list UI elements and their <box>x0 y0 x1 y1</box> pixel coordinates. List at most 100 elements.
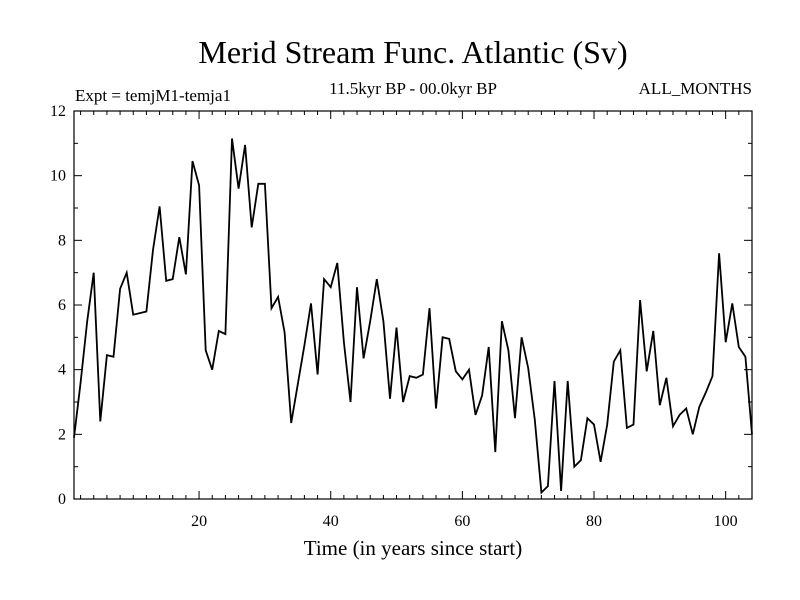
data-point <box>277 296 279 298</box>
data-point <box>317 374 319 376</box>
data-point <box>672 425 674 427</box>
data-point <box>705 391 707 393</box>
data-point <box>514 417 516 419</box>
data-point <box>527 367 529 369</box>
data-point <box>540 492 542 494</box>
y-tick-label: 10 <box>50 168 66 185</box>
data-point <box>751 433 753 435</box>
subtitle-months: ALL_MONTHS <box>639 79 752 98</box>
data-point <box>99 420 101 422</box>
y-axis: 0 2 4 6 8 10 12 <box>50 103 752 508</box>
data-point <box>251 226 253 228</box>
x-tick-label: 20 <box>191 513 207 530</box>
data-point <box>698 406 700 408</box>
data-point <box>356 286 358 288</box>
subtitle-period: 11.5kyr BP - 00.0kyr BP <box>329 79 497 98</box>
data-point <box>659 404 661 406</box>
data-point <box>435 408 437 410</box>
data-point <box>725 341 727 343</box>
series-group <box>73 138 753 495</box>
data-point <box>244 144 246 146</box>
data-point <box>192 160 194 162</box>
data-point <box>692 433 694 435</box>
data-point <box>619 349 621 351</box>
chart-title: Merid Stream Func. Atlantic (Sv) <box>198 34 627 70</box>
data-point <box>613 361 615 363</box>
data-point <box>679 414 681 416</box>
data-point <box>211 369 213 371</box>
data-point <box>336 262 338 264</box>
data-point <box>409 375 411 377</box>
data-point <box>593 424 595 426</box>
y-tick-label: 8 <box>58 232 66 249</box>
y-tick-label: 12 <box>50 103 66 120</box>
data-point <box>488 346 490 348</box>
data-point <box>231 138 233 140</box>
x-tick-label: 80 <box>586 513 602 530</box>
data-point <box>422 374 424 376</box>
data-point <box>494 451 496 453</box>
data-point <box>218 330 220 332</box>
y-tick-label: 4 <box>58 362 66 379</box>
data-point <box>507 349 509 351</box>
data-point <box>369 320 371 322</box>
data-point <box>744 356 746 358</box>
data-point <box>376 278 378 280</box>
y-tick-label: 2 <box>58 426 66 443</box>
data-point <box>731 302 733 304</box>
data-point <box>284 332 286 334</box>
data-point <box>389 398 391 400</box>
data-point <box>185 273 187 275</box>
data-point <box>172 278 174 280</box>
data-point <box>343 341 345 343</box>
data-point <box>159 205 161 207</box>
data-point <box>382 320 384 322</box>
data-point <box>119 288 121 290</box>
data-point <box>606 424 608 426</box>
data-point <box>290 422 292 424</box>
data-point <box>139 312 141 314</box>
data-point <box>198 184 200 186</box>
data-point <box>165 280 167 282</box>
data-point <box>363 357 365 359</box>
data-point <box>573 466 575 468</box>
data-point <box>429 307 431 309</box>
data-point <box>271 307 273 309</box>
data-point <box>93 272 95 274</box>
data-point <box>626 427 628 429</box>
data-point <box>132 314 134 316</box>
data-point <box>350 401 352 403</box>
data-point <box>475 414 477 416</box>
data-point <box>323 278 325 280</box>
data-point <box>685 408 687 410</box>
data-point <box>547 485 549 487</box>
data-point <box>257 183 259 185</box>
data-point <box>415 377 417 379</box>
x-axis-label: Time (in years since start) <box>304 536 523 560</box>
data-point <box>402 401 404 403</box>
data-point <box>126 272 128 274</box>
x-axis: 20 40 60 80 100 <box>80 111 753 530</box>
data-point <box>113 356 115 358</box>
subtitle-expt: Expt = temjM1-temja1 <box>75 86 231 105</box>
data-point <box>152 249 154 251</box>
data-point <box>534 419 536 421</box>
data-point <box>461 378 463 380</box>
data-point <box>106 354 108 356</box>
data-point <box>600 461 602 463</box>
data-point <box>580 459 582 461</box>
data-point <box>481 395 483 397</box>
data-point <box>586 417 588 419</box>
data-point <box>718 252 720 254</box>
data-point <box>297 383 299 385</box>
data-point <box>86 320 88 322</box>
data-point <box>501 320 503 322</box>
data-point <box>468 369 470 371</box>
data-point <box>554 380 556 382</box>
data-point <box>264 183 266 185</box>
data-point <box>521 336 523 338</box>
data-point <box>567 380 569 382</box>
data-point <box>178 236 180 238</box>
data-point <box>310 302 312 304</box>
series-line <box>73 138 753 495</box>
